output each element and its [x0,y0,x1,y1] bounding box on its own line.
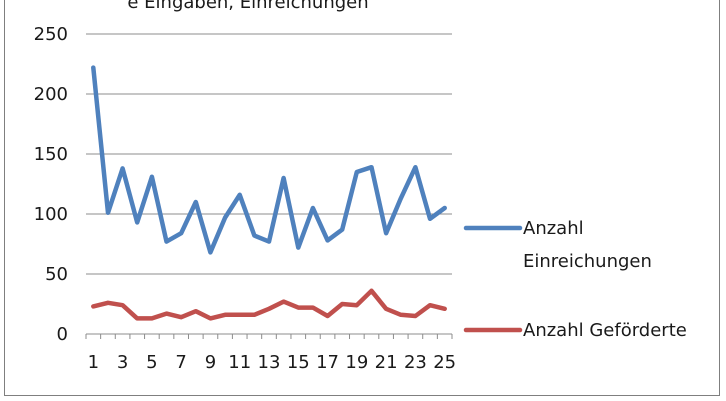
cut-header-text: e Eingaben, Einreichungen [127,0,368,13]
y-tick-label: 100 [34,204,68,225]
y-tick-label: 250 [34,24,68,45]
x-tick-label: 11 [228,352,251,373]
series-lines [91,65,447,321]
legend-label-1: Anzahl [523,218,584,239]
x-tick-label: 1 [88,352,99,373]
legend-label-2: Anzahl Geförderte [523,320,687,341]
x-tick-label: 23 [404,352,427,373]
x-tick-label: 9 [205,352,216,373]
x-tick-label: 13 [258,352,281,373]
series-line-1 [91,65,447,255]
y-tick-label: 50 [45,264,68,285]
x-tick-label: 15 [287,352,310,373]
x-tick-label: 7 [175,352,186,373]
x-tick-label: 25 [433,352,456,373]
x-tick-label: 21 [375,352,398,373]
legend: Anzahl Einreichungen Anzahl Geförderte [463,218,687,341]
legend-label-1: Einreichungen [523,251,652,272]
x-tick-label: 3 [117,352,128,373]
gridlines [86,33,452,275]
x-tick-label: 17 [316,352,339,373]
x-tick-label: 19 [345,352,368,373]
y-tick-label: 0 [57,324,68,345]
series-line-2 [91,288,447,321]
x-tick-label: 5 [146,352,157,373]
y-tick-label: 150 [34,144,68,165]
chart-frame [4,0,720,396]
y-tick-label: 200 [34,84,68,105]
